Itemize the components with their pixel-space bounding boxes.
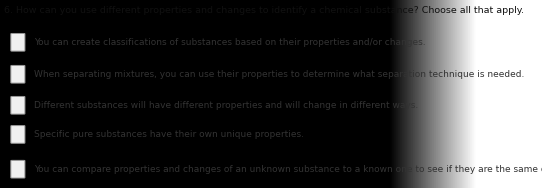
Text: Specific pure substances have their own unique properties.: Specific pure substances have their own … bbox=[34, 130, 304, 139]
Text: You can create classifications of substances based on their properties and/or ch: You can create classifications of substa… bbox=[34, 38, 425, 47]
Text: 6. How can you use different properties and changes to identify a chemical subst: 6. How can you use different properties … bbox=[4, 6, 524, 15]
FancyBboxPatch shape bbox=[11, 126, 25, 143]
FancyBboxPatch shape bbox=[11, 33, 25, 51]
FancyBboxPatch shape bbox=[11, 65, 25, 83]
Text: You can compare properties and changes of an unknown substance to a known one to: You can compare properties and changes o… bbox=[34, 165, 542, 174]
Text: When separating mixtures, you can use their properties to determine what separat: When separating mixtures, you can use th… bbox=[34, 70, 524, 79]
FancyBboxPatch shape bbox=[11, 160, 25, 178]
FancyBboxPatch shape bbox=[11, 96, 25, 114]
Text: Different substances will have different properties and will change in different: Different substances will have different… bbox=[34, 101, 418, 110]
